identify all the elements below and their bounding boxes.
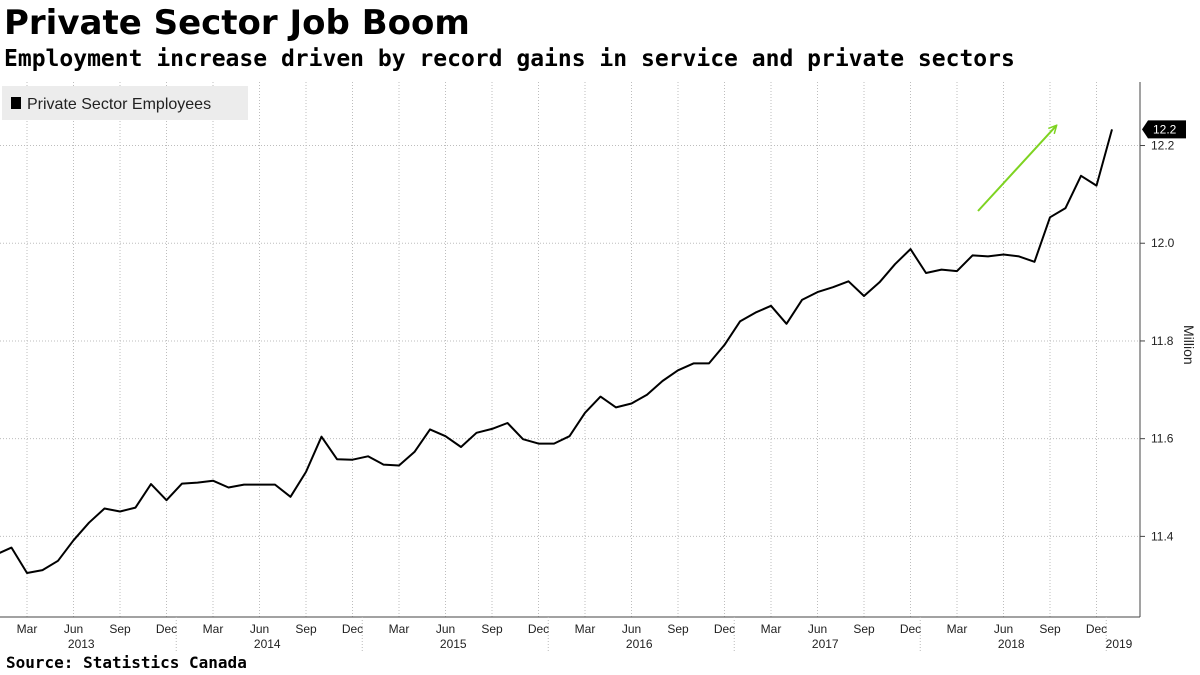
x-tick-label: Jun [622,622,641,636]
grid-lines [0,82,1140,617]
x-year-label: 2013 [68,637,95,651]
x-tick-label: Mar [17,622,38,636]
y-tick-label: 12.0 [1151,236,1175,250]
chart-legend: Private Sector Employees [2,86,248,120]
last-value-badge: 12.2 [1142,120,1186,139]
y-axis: 11.4 11.6 11.8 12.0 12.2 [1139,82,1175,617]
x-year-label: 2015 [440,637,467,651]
x-tick-label: Mar [761,622,782,636]
x-tick-label: Dec [714,622,735,636]
series-line-private-sector-employees [0,129,1113,574]
x-axis: Mar Jun Sep Dec Mar Jun Sep Dec Mar Jun Sep Dec Mar J… [0,616,1140,652]
legend-label: Private Sector Employees [27,96,211,113]
y-tick-label: 11.4 [1151,529,1174,543]
trend-arrow-annotation [977,126,1056,212]
x-tick-label: Sep [667,622,689,636]
x-tick-label: Jun [994,622,1013,636]
legend-background [2,86,248,120]
x-tick-label: Sep [1039,622,1061,636]
x-tick-label: Dec [900,622,921,636]
x-tick-label: Mar [203,622,224,636]
x-tick-label: Jun [64,622,83,636]
chart-subtitle: Employment increase driven by record gai… [4,46,1015,72]
x-tick-label: Jun [808,622,827,636]
x-tick-label: Mar [947,622,968,636]
x-tick-label: Sep [295,622,317,636]
x-year-label: 2014 [254,637,281,651]
y-tick-label: 12.2 [1151,139,1175,153]
x-year-label: 2017 [812,637,839,651]
y-tick-label: 11.8 [1151,334,1174,348]
x-tick-label: Dec [528,622,549,636]
last-value-badge-shape [1142,120,1186,139]
x-tick-label: Sep [853,622,875,636]
x-year-label: 2019 [1106,637,1133,651]
y-tick-label: 11.6 [1151,432,1174,446]
x-tick-label: Dec [156,622,177,636]
annotation-layer [977,126,1056,212]
x-year-label: 2018 [998,637,1025,651]
x-tick-label: Sep [481,622,503,636]
legend-swatch [11,97,21,109]
x-tick-label: Dec [1086,622,1107,636]
x-tick-label: Mar [389,622,410,636]
chart-title: Private Sector Job Boom [4,3,470,43]
x-tick-label: Dec [342,622,363,636]
x-year-label: 2016 [626,637,653,651]
last-value-badge-text: 12.2 [1153,122,1177,136]
series-layer [0,129,1113,574]
x-tick-label: Sep [109,622,131,636]
source-note: Source: Statistics Canada [6,653,247,672]
x-tick-label: Jun [250,622,269,636]
y-axis-unit-label: Million [1181,325,1197,365]
x-tick-label: Mar [575,622,596,636]
x-tick-label: Jun [436,622,455,636]
